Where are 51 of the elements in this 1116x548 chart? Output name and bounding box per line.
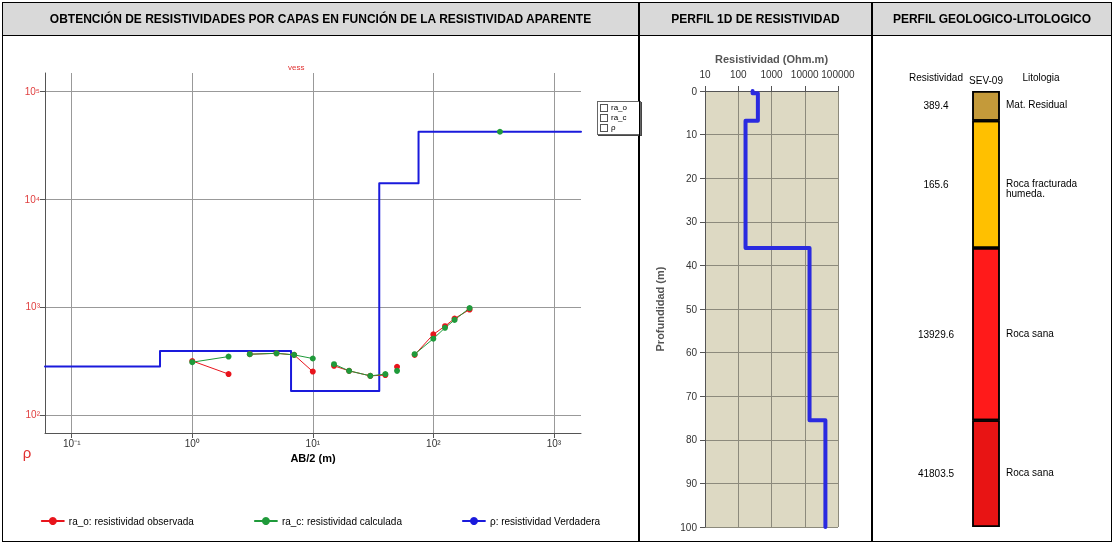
text: Resistividad bbox=[909, 71, 963, 83]
chart-title: PERFIL 1D DE RESISTIVIDAD bbox=[671, 12, 840, 26]
legend-label: ρ: resistividad Verdadera bbox=[489, 515, 601, 527]
y-tick-label: 30 bbox=[685, 216, 698, 228]
x-tick-label: 10000 bbox=[790, 68, 820, 80]
y-tick-label: 10³ bbox=[25, 301, 41, 313]
text: 13929.6 bbox=[917, 328, 955, 340]
x-tick-label: 10⁰ bbox=[184, 437, 200, 449]
y-tick-label: 60 bbox=[685, 347, 698, 359]
legend-box: ra_o ra_c ρ bbox=[597, 101, 641, 135]
y-tick-label: 100 bbox=[680, 521, 698, 533]
legend-label: ra_o: resistividad observada bbox=[68, 515, 195, 527]
y-axis-title: ρ bbox=[22, 444, 32, 461]
y-tick-label: 80 bbox=[685, 434, 698, 446]
x-tick-label: 1000 bbox=[760, 68, 784, 80]
y-tick-label: 10⁵ bbox=[24, 85, 40, 97]
y-tick-label: 10² bbox=[25, 409, 41, 421]
text: 389.4 bbox=[923, 100, 949, 112]
text: 41803.5 bbox=[917, 468, 955, 480]
y-tick-label: 70 bbox=[685, 390, 698, 402]
y-axis-title: Profundidad (m) bbox=[653, 266, 666, 352]
chart-title: OBTENCIÓN DE RESISTIVIDADES POR CAPAS EN FUNCIÓN DE LA RESISTIVIDAD APARENTE bbox=[49, 12, 592, 26]
header-bar: OBTENCIÓN DE RESISTIVIDADES POR CAPAS EN FUNCIÓN DE LA RESISTIVIDAD APARENTE bbox=[3, 3, 638, 36]
text: 165.6 bbox=[923, 178, 949, 190]
x-tick-label: SEV-09 bbox=[969, 74, 1004, 86]
y-tick-label: 90 bbox=[685, 477, 698, 489]
y-tick-label: 20 bbox=[685, 172, 698, 184]
text: Litologia bbox=[1022, 71, 1061, 83]
x-tick-label: 100 bbox=[729, 68, 748, 80]
series-label: Roca sana bbox=[1006, 467, 1055, 479]
series-label: Mat. Residual bbox=[1006, 99, 1068, 111]
x-tick-label: 100000 bbox=[821, 68, 856, 80]
x-axis-title: AB/2 (m) bbox=[290, 452, 336, 465]
x-tick-label: 10 bbox=[699, 68, 711, 80]
chart-title: PERFIL GEOLOGICO-LITOLOGICO bbox=[892, 12, 1092, 26]
x-axis-title: Resistividad (Ohm.m) bbox=[714, 52, 829, 65]
legend-label: ra_c: resistividad calculada bbox=[281, 515, 403, 527]
y-tick-label: 0 bbox=[691, 85, 698, 97]
x-tick-label: 10³ bbox=[546, 437, 562, 449]
y-tick-label: 50 bbox=[685, 303, 698, 315]
y-tick-label: 10 bbox=[685, 129, 698, 141]
series-label: Roca sana bbox=[1006, 327, 1055, 339]
y-tick-label: 10⁴ bbox=[24, 193, 40, 205]
x-tick-label: 10² bbox=[426, 437, 442, 449]
series-label: Roca fracturada humeda. bbox=[1006, 177, 1080, 199]
x-tick-label: 10¹ bbox=[305, 437, 321, 449]
x-tick-label: 10⁻¹ bbox=[63, 437, 82, 449]
header-bar: PERFIL 1D DE RESISTIVIDAD bbox=[640, 3, 871, 36]
y-tick-label: 40 bbox=[685, 259, 698, 271]
header-bar: PERFIL GEOLOGICO-LITOLOGICO bbox=[873, 3, 1111, 36]
chart-subtitle: vess bbox=[288, 62, 305, 72]
